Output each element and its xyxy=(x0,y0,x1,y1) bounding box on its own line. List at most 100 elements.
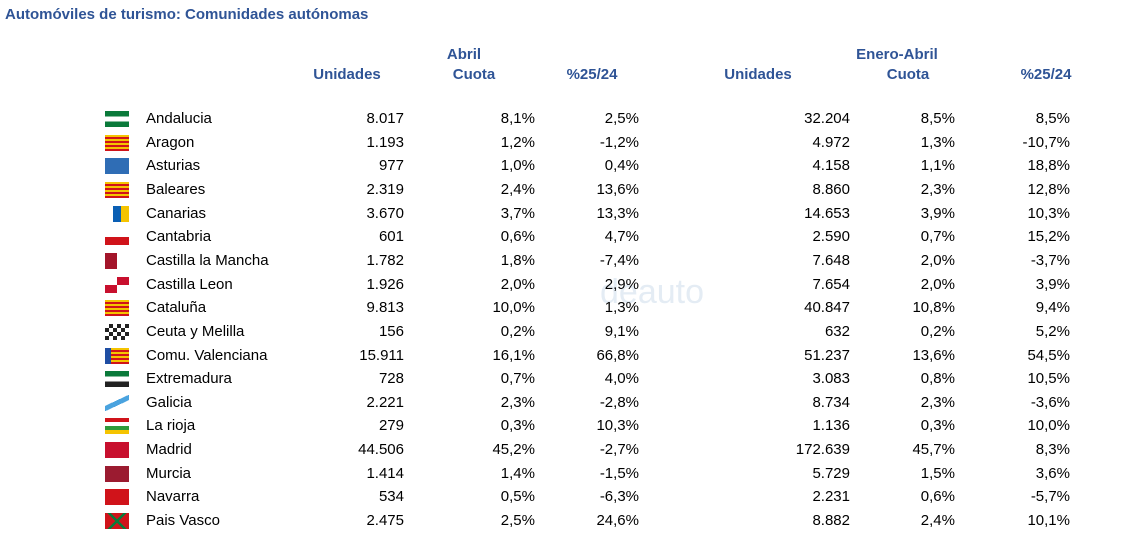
table-cell: 0,3% xyxy=(500,417,535,435)
column-header: %25/24 xyxy=(1020,66,1072,83)
table-cell: 13,6% xyxy=(912,346,955,364)
region-name: Comu. Valenciana xyxy=(146,346,268,364)
flag-icon xyxy=(105,134,129,151)
table-cell: 0,3% xyxy=(920,417,955,435)
table-cell: 10,0% xyxy=(492,299,535,317)
table-cell: 1.782 xyxy=(366,251,404,269)
table-cell: 44.506 xyxy=(358,441,404,459)
flag-icon xyxy=(105,418,129,435)
flag-icon xyxy=(105,300,129,317)
region-name: Galicia xyxy=(146,393,192,411)
table-cell: 12,8% xyxy=(1027,180,1070,198)
region-name: Andalucia xyxy=(146,110,212,127)
table-cell: 1,2% xyxy=(500,133,535,151)
region-name: Asturias xyxy=(146,157,201,175)
table-cell: 8.734 xyxy=(812,393,850,411)
region-name: Navarra xyxy=(146,488,200,506)
column-header: %25/24 xyxy=(566,66,618,83)
table-cell: -6,3% xyxy=(599,488,639,506)
table-cell: 5,2% xyxy=(1035,322,1070,340)
table-cell: 1.414 xyxy=(366,464,404,482)
flag-icon xyxy=(105,229,129,246)
table-cell: 1,5% xyxy=(920,464,955,482)
table-cell: 4,7% xyxy=(604,228,639,246)
table-cell: 8.882 xyxy=(812,512,850,530)
table-cell: 2.590 xyxy=(812,228,850,246)
table-cell: 3,9% xyxy=(920,204,955,222)
table-cell: 3,9% xyxy=(1035,275,1070,293)
table-cell: 4.158 xyxy=(812,157,850,175)
table-cell: 4.972 xyxy=(812,133,850,151)
region-name: Canarias xyxy=(146,204,207,222)
table-cell: 24,6% xyxy=(596,512,639,530)
table-cell: 2,0% xyxy=(920,275,955,293)
table-cell: 1,1% xyxy=(920,157,955,175)
table-cell: 10,8% xyxy=(912,299,955,317)
region-name: Cantabria xyxy=(146,228,212,246)
flag-icon xyxy=(105,276,129,293)
region-name: Madrid xyxy=(146,441,192,459)
table-cell: -7,4% xyxy=(599,251,639,269)
table-cell: 728 xyxy=(378,370,404,388)
table-cell: 0,7% xyxy=(500,370,535,388)
table-cell: 8,3% xyxy=(1035,441,1070,459)
table-cell: 601 xyxy=(378,228,404,246)
table-cell: 9,1% xyxy=(604,322,639,340)
table-cell: 9,4% xyxy=(1035,299,1070,317)
table-cell: 66,8% xyxy=(596,346,639,364)
table-cell: 32.204 xyxy=(804,110,850,127)
region-name: La rioja xyxy=(146,417,196,435)
table-cell: -2,8% xyxy=(599,393,639,411)
region-name: Extremadura xyxy=(146,370,232,388)
table-cell: 45,7% xyxy=(912,441,955,459)
table-cell: 5.729 xyxy=(812,464,850,482)
table-cell: 3,7% xyxy=(500,204,535,222)
table-cell: 4,0% xyxy=(604,370,639,388)
table-cell: 2,4% xyxy=(500,180,535,198)
flag-icon xyxy=(105,323,129,340)
table-cell: 1,0% xyxy=(500,157,535,175)
region-name: Ceuta y Melilla xyxy=(146,322,245,340)
table-cell: 2,9% xyxy=(604,275,639,293)
flag-icon xyxy=(105,205,129,222)
table-cell: 0,6% xyxy=(500,228,535,246)
table-cell: 2.231 xyxy=(812,488,850,506)
table-cell: 54,5% xyxy=(1027,346,1070,364)
table-cell: -1,2% xyxy=(599,133,639,151)
group-header: Enero-Abril xyxy=(856,46,938,63)
table-cell: 1,3% xyxy=(604,299,639,317)
table-cell: 2,3% xyxy=(500,393,535,411)
table-cell: 8,5% xyxy=(1035,110,1070,127)
table-cell: 15,2% xyxy=(1027,228,1070,246)
table-cell: -3,6% xyxy=(1030,393,1070,411)
table-cell: 1.926 xyxy=(366,275,404,293)
region-name: Castilla la Mancha xyxy=(146,251,269,269)
flag-icon xyxy=(105,181,129,198)
table-cell: 45,2% xyxy=(492,441,535,459)
table-cell: -10,7% xyxy=(1022,133,1070,151)
flag-icon xyxy=(105,371,129,388)
table-cell: 172.639 xyxy=(795,441,850,459)
table-cell: 3,6% xyxy=(1035,464,1070,482)
table-cell: 156 xyxy=(378,322,404,340)
table-cell: 2,3% xyxy=(920,393,955,411)
table-cell: 0,4% xyxy=(604,157,639,175)
flag-icon xyxy=(105,252,129,269)
column-header: Unidades xyxy=(724,66,792,83)
table-cell: 7.648 xyxy=(812,251,850,269)
table-cell: 16,1% xyxy=(492,346,535,364)
column-header: Cuota xyxy=(886,66,930,83)
table-cell: 977 xyxy=(378,157,404,175)
table-cell: 13,3% xyxy=(596,204,639,222)
table-cell: 2,3% xyxy=(920,180,955,198)
table-cell: 279 xyxy=(378,417,404,435)
flag-icon xyxy=(105,489,129,506)
title: Automóviles de turismo: Comunidades autó… xyxy=(5,6,369,23)
table-cell: 10,1% xyxy=(1027,512,1070,530)
table-cell: 0,2% xyxy=(920,322,955,340)
region-name: Aragon xyxy=(146,133,195,151)
table-cell: 534 xyxy=(378,488,404,506)
flag-icon xyxy=(105,465,129,482)
flag-icon xyxy=(105,513,129,530)
